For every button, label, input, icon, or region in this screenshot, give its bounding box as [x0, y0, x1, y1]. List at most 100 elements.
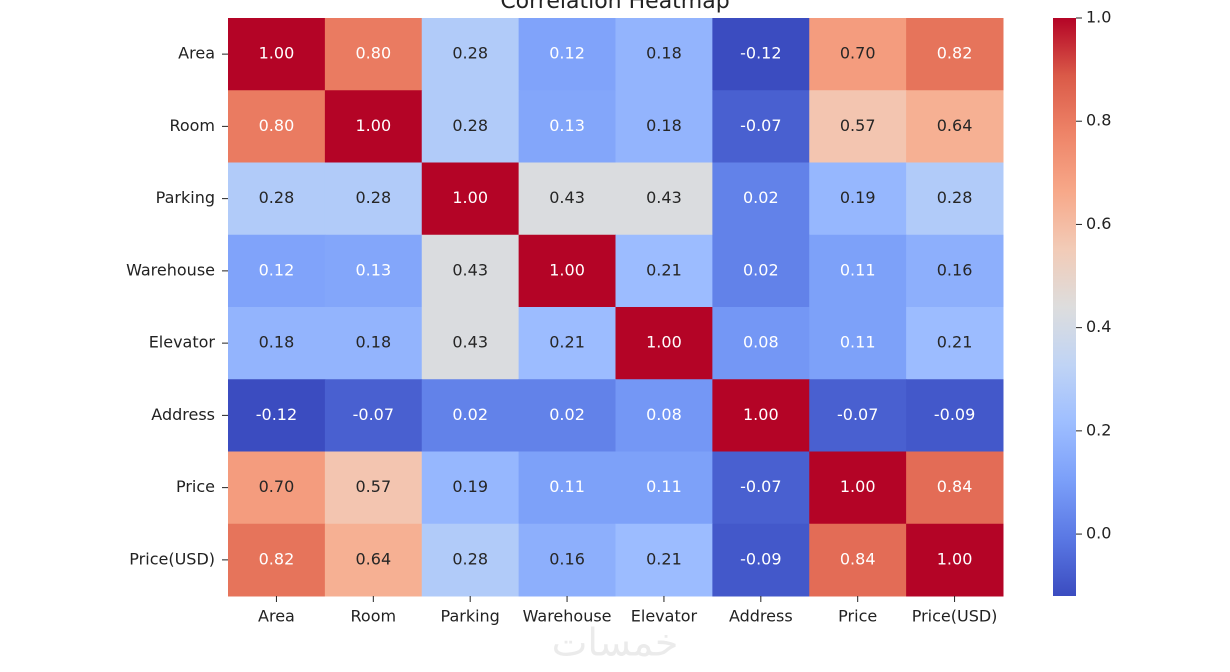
heatmap-cell	[518, 18, 616, 91]
y-tick-label: Price(USD)	[129, 549, 215, 568]
colorbar-tick-label: 0.6	[1086, 214, 1111, 233]
heatmap-cell	[421, 162, 520, 236]
heatmap-cell	[712, 523, 810, 597]
heatmap-cell	[615, 523, 713, 597]
cell-label: 0.18	[356, 333, 392, 352]
heatmap-cell	[809, 451, 907, 525]
heatmap-cell	[518, 523, 616, 597]
cell-label: 0.12	[259, 260, 295, 279]
heatmap-cell	[712, 18, 810, 91]
heatmap-cell	[228, 451, 326, 525]
heatmap-cell	[809, 234, 907, 308]
cell-label: 0.11	[840, 260, 876, 279]
heatmap-cell	[421, 307, 520, 380]
cell-label: 0.21	[646, 260, 682, 279]
heatmap-cell	[324, 90, 423, 163]
heatmap-cell	[906, 90, 1004, 163]
heatmap-cell	[906, 307, 1004, 380]
cell-label: -0.07	[740, 477, 781, 496]
heatmap-cell	[906, 379, 1004, 452]
x-tick-label: Price	[838, 607, 877, 626]
cell-label: 0.64	[937, 116, 973, 135]
cell-label: -0.07	[837, 405, 878, 424]
colorbar-tick-label: 0.8	[1086, 111, 1111, 130]
heatmap-cell	[906, 18, 1004, 91]
cell-label: 0.43	[549, 188, 585, 207]
cell-label: 0.64	[356, 549, 392, 568]
y-tick-label: Parking	[156, 188, 215, 207]
cell-label: 0.82	[937, 44, 973, 63]
colorbar-tick-label: 0.2	[1086, 420, 1111, 439]
cell-label: -0.12	[256, 405, 297, 424]
heatmap-cell	[615, 162, 713, 236]
heatmap-cell	[712, 307, 810, 380]
cell-label: -0.07	[353, 405, 394, 424]
cell-label: 0.11	[840, 333, 876, 352]
heatmap-cell	[906, 523, 1004, 597]
colorbar-tick-label: 1.0	[1086, 8, 1111, 27]
watermark: خمسات	[552, 621, 679, 665]
cell-label: 1.00	[259, 44, 295, 63]
cell-label: 0.02	[743, 260, 779, 279]
heatmap-cell	[809, 162, 907, 236]
cell-label: -0.12	[740, 44, 781, 63]
heatmap-cell	[421, 523, 520, 597]
heatmap-cell	[228, 18, 326, 91]
heatmap-cell	[615, 451, 713, 525]
heatmap-cell	[324, 162, 423, 236]
heatmap-cell	[809, 523, 907, 597]
cell-label: 1.00	[452, 188, 488, 207]
cell-label: 0.80	[356, 44, 392, 63]
cell-label: 0.11	[549, 477, 585, 496]
cell-label: 0.13	[549, 116, 585, 135]
cell-label: 0.28	[259, 188, 295, 207]
x-tick-label: Elevator	[631, 607, 698, 626]
cell-label: 0.08	[743, 333, 779, 352]
heatmap-cell	[518, 162, 616, 236]
heatmap-cell	[906, 451, 1004, 525]
heatmap-cell	[712, 234, 810, 308]
cell-label: 0.70	[259, 477, 295, 496]
heatmap-cell	[324, 451, 423, 525]
y-tick-label: Price	[176, 477, 215, 496]
heatmap-cell	[712, 162, 810, 236]
heatmap-cell	[615, 234, 713, 308]
cell-label: 0.82	[259, 549, 295, 568]
cell-label: 0.02	[743, 188, 779, 207]
heatmap-cell	[421, 90, 520, 163]
cell-label: 0.28	[452, 44, 488, 63]
x-tick-label: Address	[729, 607, 793, 626]
cell-label: 0.28	[452, 116, 488, 135]
heatmap-cell	[518, 451, 616, 525]
cell-label: 0.12	[549, 44, 585, 63]
heatmap-cell	[324, 307, 423, 380]
cell-label: -0.07	[740, 116, 781, 135]
cell-label: 0.84	[840, 549, 876, 568]
cell-label: 0.28	[452, 549, 488, 568]
cell-label: 0.19	[452, 477, 488, 496]
colorbar-tick-label: 0.0	[1086, 524, 1111, 543]
cell-label: -0.09	[934, 405, 975, 424]
heatmap-cell	[518, 234, 616, 308]
cell-label: 0.80	[259, 116, 295, 135]
colorbar	[1053, 18, 1076, 596]
y-tick-label: Warehouse	[126, 260, 215, 279]
heatmap-cell	[615, 18, 713, 91]
cell-label: 0.57	[840, 116, 876, 135]
y-tick-label: Area	[178, 44, 215, 63]
cell-label: 0.08	[646, 405, 682, 424]
x-tick-label: Parking	[441, 607, 500, 626]
heatmap-cell	[421, 451, 520, 525]
x-tick-label: Room	[351, 607, 397, 626]
cell-label: 0.28	[356, 188, 392, 207]
heatmap-cell	[228, 234, 326, 308]
heatmap-cell	[421, 18, 520, 91]
cell-label: 0.70	[840, 44, 876, 63]
cell-label: 0.43	[646, 188, 682, 207]
cell-label: 1.00	[356, 116, 392, 135]
heatmap-cell	[421, 234, 520, 308]
cell-label: 1.00	[937, 549, 973, 568]
heatmap-cell	[809, 307, 907, 380]
cell-label: 0.43	[452, 260, 488, 279]
